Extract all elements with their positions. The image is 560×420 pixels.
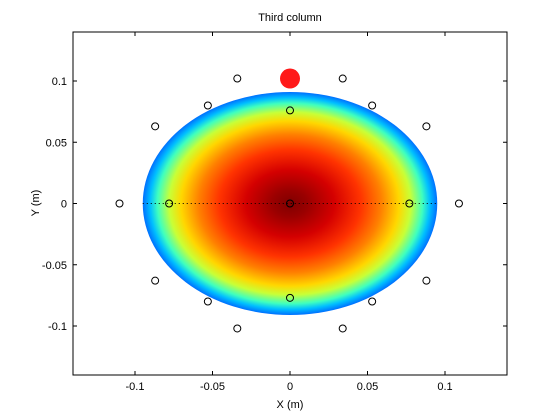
x-tick-label: -0.1 <box>126 381 145 393</box>
y-tick-label: -0.05 <box>42 260 67 272</box>
highlighted-point-marker <box>280 68 300 89</box>
data-point-marker <box>151 122 160 131</box>
data-point-marker <box>422 122 431 131</box>
y-tick-label: -0.1 <box>48 321 67 333</box>
x-tick-label: 0.05 <box>357 381 378 393</box>
data-point-marker <box>368 101 377 110</box>
data-point-marker <box>115 199 124 208</box>
x-tick-label: -0.05 <box>200 381 225 393</box>
data-point-marker <box>165 199 174 208</box>
x-tick-label: 0 <box>287 381 293 393</box>
data-point-marker <box>233 324 242 333</box>
data-point-marker <box>405 199 414 208</box>
y-tick-label: 0 <box>61 199 67 211</box>
x-axis-label: X (m) <box>277 399 304 411</box>
data-point-marker <box>338 324 347 333</box>
data-point-marker <box>233 74 242 83</box>
data-point-marker <box>286 199 294 208</box>
data-point-marker <box>454 199 463 208</box>
data-point-marker <box>368 297 377 306</box>
y-tick-label: 0.1 <box>52 76 67 88</box>
data-point-marker <box>422 276 431 285</box>
data-point-marker <box>151 276 160 285</box>
data-point-marker <box>286 293 294 302</box>
y-tick-label: 0.05 <box>46 137 67 149</box>
data-point-marker <box>338 74 347 83</box>
chart-title: Third column <box>258 12 322 24</box>
data-point-marker <box>203 101 212 110</box>
data-point-marker <box>286 106 294 115</box>
heatmap-ellipse <box>142 92 438 315</box>
y-axis-label: Y (m) <box>30 190 42 217</box>
x-tick-label: 0.1 <box>437 381 452 393</box>
data-point-marker <box>203 297 212 306</box>
